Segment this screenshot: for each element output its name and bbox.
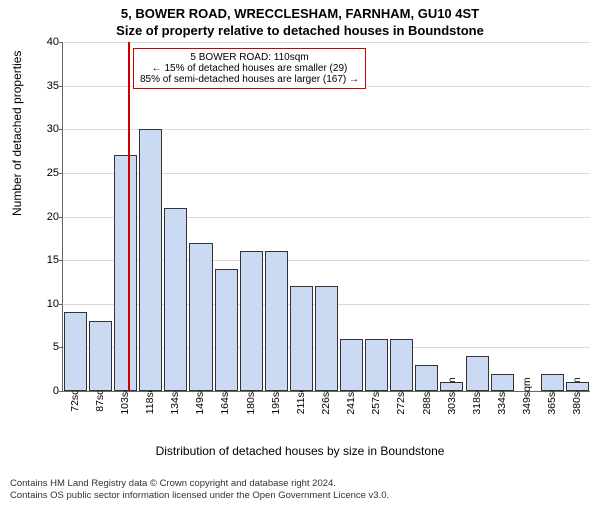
x-ticks: 72sqm87sqm103sqm118sqm134sqm149sqm164sqm…	[62, 392, 590, 444]
x-tick-slot: 195sqm	[263, 392, 288, 444]
bar	[541, 374, 564, 391]
bar	[290, 286, 313, 391]
footer-line-2: Contains OS public sector information li…	[10, 490, 389, 502]
annotation-line-2: ← 15% of detached houses are smaller (29…	[140, 63, 359, 74]
footer-attribution: Contains HM Land Registry data © Crown c…	[10, 478, 389, 502]
annotation-line-3: 85% of semi-detached houses are larger (…	[140, 74, 359, 85]
bar-slot	[188, 42, 213, 391]
bar	[390, 339, 413, 391]
bar-slot	[264, 42, 289, 391]
bar	[440, 382, 463, 391]
bar-slot	[540, 42, 565, 391]
bar	[64, 312, 87, 391]
y-tick-label: 30	[33, 123, 59, 135]
bars-container	[63, 42, 590, 391]
bar	[89, 321, 112, 391]
x-tick-slot: 380sqm	[565, 392, 590, 444]
y-axis-label: Number of detached properties	[10, 51, 24, 216]
x-tick-slot: 149sqm	[188, 392, 213, 444]
x-tick-slot: 226sqm	[313, 392, 338, 444]
bar-slot	[314, 42, 339, 391]
bar-slot	[465, 42, 490, 391]
footer-line-1: Contains HM Land Registry data © Crown c…	[10, 478, 389, 490]
x-tick-slot: 118sqm	[137, 392, 162, 444]
bar-slot	[214, 42, 239, 391]
bar-slot	[490, 42, 515, 391]
bar	[315, 286, 338, 391]
bar	[365, 339, 388, 391]
x-axis-label: Distribution of detached houses by size …	[0, 444, 600, 458]
page-title-line2: Size of property relative to detached ho…	[0, 23, 600, 38]
x-tick-slot: 180sqm	[238, 392, 263, 444]
bar-slot	[364, 42, 389, 391]
y-tick-label: 25	[33, 167, 59, 179]
bar	[466, 356, 489, 391]
annotation-line-1: 5 BOWER ROAD: 110sqm	[140, 52, 359, 63]
y-tick-label: 20	[33, 211, 59, 223]
x-tick-slot: 257sqm	[364, 392, 389, 444]
bar-slot	[88, 42, 113, 391]
x-tick-slot: 303sqm	[439, 392, 464, 444]
chart-area: 5 BOWER ROAD: 110sqm ← 15% of detached h…	[62, 42, 590, 392]
y-tick-label: 40	[33, 36, 59, 48]
y-tick-label: 15	[33, 254, 59, 266]
bar	[566, 382, 589, 391]
x-tick-slot: 349sqm	[515, 392, 540, 444]
x-tick-slot: 211sqm	[288, 392, 313, 444]
x-tick-slot: 272sqm	[389, 392, 414, 444]
bar	[114, 155, 137, 391]
x-tick-slot: 318sqm	[464, 392, 489, 444]
bar	[164, 208, 187, 391]
bar-slot	[163, 42, 188, 391]
bar-slot	[239, 42, 264, 391]
page-title-line1: 5, BOWER ROAD, WRECCLESHAM, FARNHAM, GU1…	[0, 6, 600, 21]
bar-slot	[389, 42, 414, 391]
plot-region: 5 BOWER ROAD: 110sqm ← 15% of detached h…	[62, 42, 590, 392]
bar-slot	[63, 42, 88, 391]
bar-slot	[515, 42, 540, 391]
x-tick-slot: 334sqm	[489, 392, 514, 444]
bar-slot	[414, 42, 439, 391]
bar	[189, 243, 212, 391]
x-tick-slot: 365sqm	[540, 392, 565, 444]
x-tick-slot: 164sqm	[213, 392, 238, 444]
x-tick-slot: 72sqm	[62, 392, 87, 444]
marker-line	[128, 42, 130, 391]
bar	[215, 269, 238, 391]
y-tick-label: 5	[33, 341, 59, 353]
bar	[139, 129, 162, 391]
y-tick-label: 10	[33, 298, 59, 310]
bar-slot	[339, 42, 364, 391]
bar-slot	[289, 42, 314, 391]
x-tick-slot: 288sqm	[414, 392, 439, 444]
bar	[240, 251, 263, 391]
y-tick-label: 35	[33, 80, 59, 92]
x-tick-slot: 103sqm	[112, 392, 137, 444]
bar-slot	[113, 42, 138, 391]
bar	[415, 365, 438, 391]
bar	[491, 374, 514, 391]
bar	[265, 251, 288, 391]
bar-slot	[439, 42, 464, 391]
bar	[340, 339, 363, 391]
bar-slot	[565, 42, 590, 391]
annotation-box: 5 BOWER ROAD: 110sqm ← 15% of detached h…	[133, 48, 366, 89]
y-tick-label: 0	[33, 385, 59, 397]
bar-slot	[138, 42, 163, 391]
x-tick-slot: 134sqm	[163, 392, 188, 444]
x-tick-slot: 87sqm	[87, 392, 112, 444]
x-tick-slot: 241sqm	[339, 392, 364, 444]
